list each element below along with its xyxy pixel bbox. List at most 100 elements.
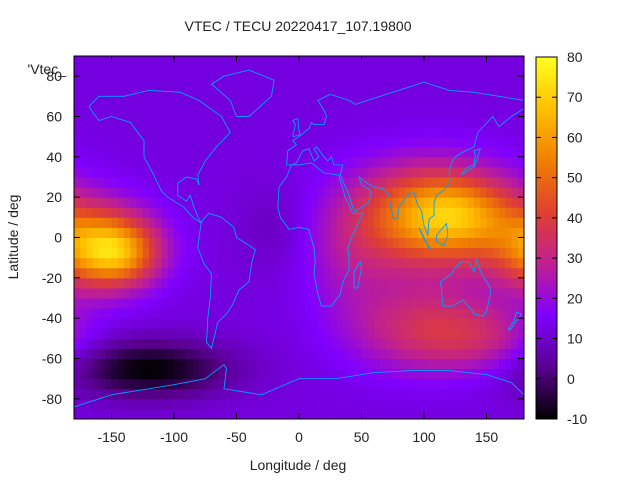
heatmap-cell	[511, 166, 519, 178]
heatmap-cell	[105, 368, 112, 380]
heatmap-cell	[192, 156, 200, 168]
heatmap-cell	[386, 378, 394, 390]
heatmap-cell	[286, 106, 294, 117]
heatmap-cell	[367, 207, 375, 218]
heatmap-cell	[424, 277, 431, 289]
heatmap-cell	[436, 237, 444, 249]
heatmap-cell	[417, 56, 425, 67]
y-tick-label: 20	[46, 189, 62, 205]
heatmap-cell	[324, 308, 331, 319]
heatmap-cell	[242, 166, 250, 178]
heatmap-cell	[449, 298, 456, 309]
heatmap-cell	[267, 96, 275, 107]
heatmap-cell	[505, 96, 512, 107]
heatmap-cell	[261, 217, 269, 228]
heatmap-cell	[480, 187, 487, 198]
heatmap-cell	[124, 267, 131, 279]
heatmap-cell	[361, 146, 369, 158]
heatmap-cell	[230, 116, 237, 128]
heatmap-cell	[349, 247, 356, 259]
heatmap-cell	[161, 408, 169, 420]
heatmap-cell	[192, 308, 200, 319]
heatmap-cell	[249, 106, 256, 117]
heatmap-cell	[480, 207, 487, 218]
heatmap-cell	[336, 338, 344, 349]
heatmap-cell	[111, 76, 119, 87]
heatmap-cell	[92, 126, 100, 138]
heatmap-cell	[124, 277, 131, 289]
heatmap-cell	[461, 267, 469, 279]
heatmap-cell	[455, 368, 462, 380]
heatmap-cell	[305, 287, 312, 299]
heatmap-cell	[130, 257, 137, 269]
heatmap-cell	[455, 76, 462, 87]
heatmap-cell	[149, 338, 156, 349]
heatmap-cell	[467, 217, 475, 228]
heatmap-cell	[467, 408, 475, 420]
heatmap-cell	[311, 187, 319, 198]
heatmap-cell	[155, 358, 162, 370]
heatmap-cell	[311, 398, 319, 410]
heatmap-cell	[430, 398, 437, 410]
heatmap-cell	[492, 318, 500, 329]
heatmap-cell	[280, 227, 287, 238]
heatmap-cell	[211, 116, 219, 128]
heatmap-cell	[330, 136, 337, 148]
heatmap-cell	[374, 298, 381, 309]
heatmap-cell	[124, 187, 131, 198]
heatmap-cell	[255, 318, 262, 329]
heatmap-cell	[292, 267, 300, 279]
heatmap-cell	[342, 166, 350, 178]
heatmap-cell	[242, 217, 250, 228]
heatmap-cell	[349, 197, 356, 208]
heatmap-cell	[405, 388, 412, 400]
heatmap-cell	[380, 247, 387, 259]
heatmap-cell	[442, 106, 450, 117]
heatmap-cell	[274, 308, 281, 319]
heatmap-cell	[124, 227, 131, 238]
heatmap-cell	[267, 217, 275, 228]
colorbar-tick-label: 50	[567, 170, 583, 186]
heatmap-cell	[249, 207, 256, 218]
colorbar-tick-label: 0	[567, 371, 575, 387]
heatmap-cell	[142, 116, 150, 128]
heatmap-cell	[255, 408, 262, 420]
heatmap-cell	[199, 96, 206, 107]
heatmap-cell	[436, 338, 444, 349]
heatmap-cell	[449, 287, 456, 299]
heatmap-cell	[267, 308, 275, 319]
heatmap-cell	[492, 66, 500, 77]
heatmap-cell	[292, 56, 300, 67]
heatmap-cell	[249, 338, 256, 349]
coastline	[277, 162, 364, 307]
heatmap-cell	[511, 156, 519, 168]
heatmap-cell	[74, 368, 81, 380]
heatmap-cell	[99, 96, 106, 107]
heatmap-cell	[430, 156, 437, 168]
heatmap-cell	[267, 76, 275, 87]
heatmap-cell	[167, 187, 175, 198]
heatmap-cell	[292, 136, 300, 148]
heatmap-cell	[124, 408, 131, 420]
heatmap-cell	[199, 318, 206, 329]
heatmap-cell	[174, 328, 181, 339]
heatmap-cell	[386, 287, 394, 299]
heatmap-cell	[442, 197, 450, 208]
heatmap-cell	[336, 197, 344, 208]
heatmap-cell	[224, 187, 231, 198]
heatmap-cell	[399, 86, 406, 97]
heatmap-cell	[342, 116, 350, 128]
heatmap-cell	[474, 136, 481, 148]
heatmap-cell	[174, 106, 181, 117]
heatmap-cell	[505, 338, 512, 349]
heatmap-cell	[467, 197, 475, 208]
heatmap-cell	[255, 398, 262, 410]
heatmap-cell	[480, 217, 487, 228]
heatmap-cell	[436, 96, 444, 107]
heatmap-cell	[242, 318, 250, 329]
heatmap-cell	[311, 298, 319, 309]
heatmap-cell	[211, 368, 219, 380]
heatmap-cell	[224, 277, 231, 289]
heatmap-cell	[261, 308, 269, 319]
heatmap-cell	[242, 116, 250, 128]
